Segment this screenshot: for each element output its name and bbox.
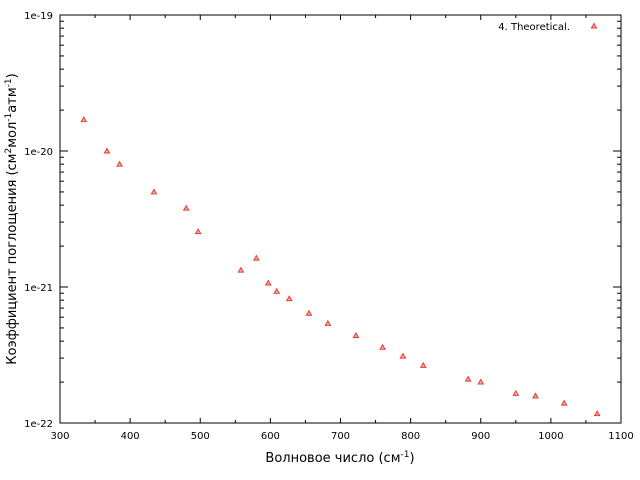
data-point (593, 410, 601, 417)
x-axis-title-end: ) (409, 451, 414, 466)
plot-frame (59, 14, 622, 424)
data-point (464, 375, 472, 382)
data-point (560, 399, 568, 406)
y-axis-title-sup2: -1 (4, 113, 14, 122)
y-tick-label: 1e-19 (24, 11, 53, 22)
y-tick-label: 1e-20 (24, 147, 53, 158)
y-tick-label: 1e-21 (24, 283, 53, 294)
y-axis-title-part1: Коэффициент поглощения (см (5, 154, 20, 365)
y-axis-title: Коэффициент поглощения (см2мол-1атм-1) (4, 73, 20, 364)
data-point (182, 204, 190, 211)
data-point (264, 279, 272, 286)
data-point (273, 287, 281, 294)
x-tick-label: 1100 (608, 431, 633, 442)
data-point (352, 331, 360, 338)
data-point (150, 188, 158, 195)
x-tick-label: 600 (261, 431, 280, 442)
y-axis-title-sup1: 2 (4, 148, 14, 154)
y-axis-title-part2: мол (5, 122, 20, 148)
x-tick-label: 800 (401, 431, 420, 442)
data-point (237, 266, 245, 273)
legend-label: 4. Theoretical. (498, 22, 570, 33)
legend-marker (590, 22, 598, 29)
y-axis-title-part3: атм (5, 87, 20, 112)
data-point (116, 160, 123, 167)
x-axis-title-sup: -1 (401, 450, 410, 460)
x-tick-label: 900 (471, 431, 490, 442)
data-point (399, 352, 407, 359)
y-axis-title-part4: ) (5, 73, 20, 78)
data-point (324, 319, 332, 326)
x-tick-label: 500 (191, 431, 210, 442)
x-tick-label: 300 (50, 431, 69, 442)
x-axis: 300 400 500 600 700 800 900 1000 1100 (50, 15, 634, 442)
data-point (103, 147, 111, 154)
x-tick-label: 1000 (538, 431, 563, 442)
x-axis-title: Волновое число (см-1) (265, 450, 414, 466)
data-point (80, 116, 88, 123)
x-tick-label: 700 (331, 431, 350, 442)
y-axis-title-sup3: -1 (4, 78, 14, 87)
y-tick-label: 1e-22 (24, 419, 53, 430)
legend: 4. Theoretical. (498, 22, 598, 33)
data-point (194, 228, 202, 235)
x-tick-label: 400 (121, 431, 140, 442)
data-point (419, 361, 427, 368)
data-point (252, 254, 260, 261)
data-points (80, 116, 601, 417)
data-point (305, 309, 313, 316)
data-point (379, 343, 386, 350)
x-axis-title-main: Волновое число (см (265, 451, 400, 466)
y-axis: 1e-22 1e-21 1e-20 1e-19 (24, 11, 621, 430)
data-point (512, 389, 520, 396)
data-point (285, 295, 293, 302)
data-point (532, 392, 539, 399)
plot-border (59, 14, 622, 424)
data-point (477, 378, 485, 385)
